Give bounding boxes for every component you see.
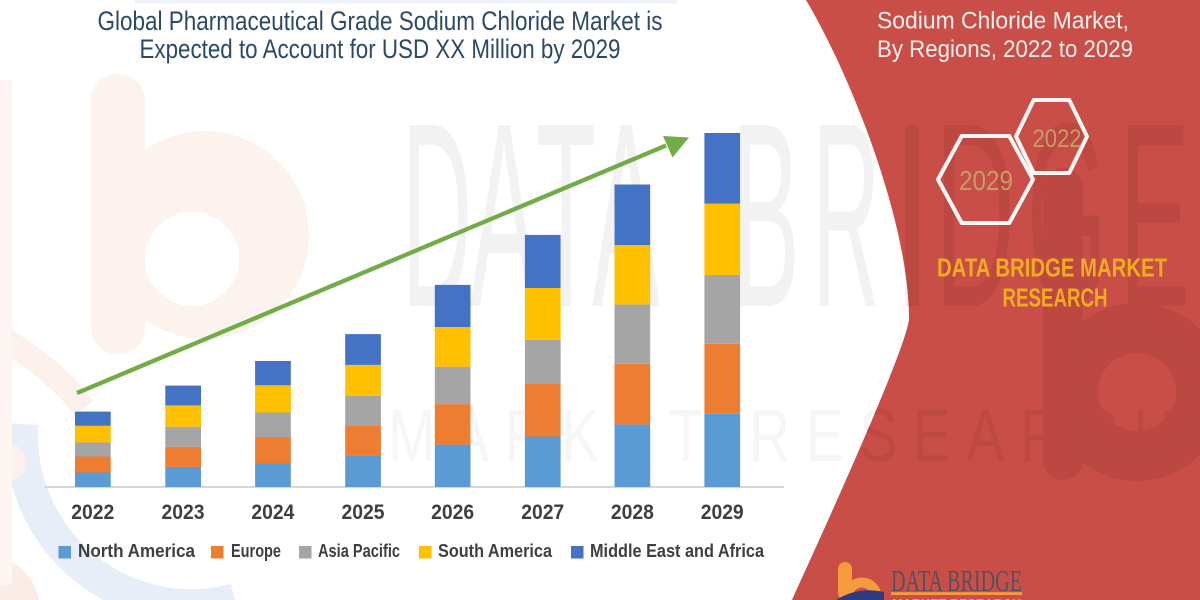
svg-text:2026: 2026 — [431, 501, 474, 524]
svg-text:2024: 2024 — [251, 501, 294, 524]
svg-text:Global Pharmaceutical Grade So: Global Pharmaceutical Grade Sodium Chlor… — [98, 6, 663, 36]
svg-text:2022: 2022 — [1033, 125, 1082, 153]
svg-text:Europe: Europe — [231, 541, 281, 561]
svg-text:North America: North America — [78, 541, 196, 561]
svg-text:RESEARCH: RESEARCH — [1003, 285, 1108, 313]
svg-text:Expected to Account for USD XX: Expected to Account for USD XX Million b… — [140, 34, 621, 64]
svg-text:MARKET RESEARCH: MARKET RESEARCH — [892, 596, 1021, 600]
svg-text:2023: 2023 — [162, 501, 205, 524]
svg-text:Middle East and Africa: Middle East and Africa — [590, 541, 765, 561]
svg-text:By Regions, 2022 to 2029: By Regions, 2022 to 2029 — [877, 36, 1133, 63]
svg-text:2022: 2022 — [71, 501, 114, 524]
svg-text:2028: 2028 — [611, 501, 654, 524]
svg-text:DATA BRIDGE: DATA BRIDGE — [891, 563, 1022, 598]
svg-text:Sodium Chloride Market,: Sodium Chloride Market, — [877, 8, 1129, 35]
svg-text:2029: 2029 — [701, 501, 744, 524]
svg-text:2027: 2027 — [521, 501, 564, 524]
svg-text:2025: 2025 — [342, 501, 385, 524]
svg-text:Asia Pacific: Asia Pacific — [318, 541, 400, 561]
svg-text:2029: 2029 — [959, 165, 1013, 196]
svg-text:South America: South America — [438, 541, 553, 561]
svg-text:DATA BRIDGE MARKET: DATA BRIDGE MARKET — [937, 255, 1167, 283]
